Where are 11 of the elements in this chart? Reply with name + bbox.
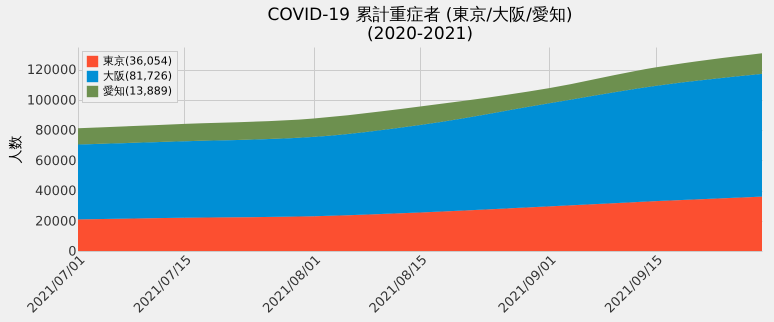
y-tick-label: 120000	[26, 63, 76, 78]
legend-label: 愛知(13,889)	[103, 84, 172, 98]
legend-label: 大阪(81,726)	[103, 70, 172, 82]
y-tick-label: 80000	[35, 124, 76, 139]
y-tick-label: 40000	[35, 184, 76, 200]
y-tick-label: 60000	[35, 154, 76, 169]
y-axis-title: 人数	[8, 136, 24, 164]
y-tick-label: 100000	[26, 93, 76, 108]
y-tick-label: 20000	[35, 214, 76, 230]
legend-label: 東京(36,054)	[103, 54, 172, 68]
chart-title: COVID-19 累計重症者 (東京/大阪/愛知) (2020-2021)	[268, 5, 572, 44]
